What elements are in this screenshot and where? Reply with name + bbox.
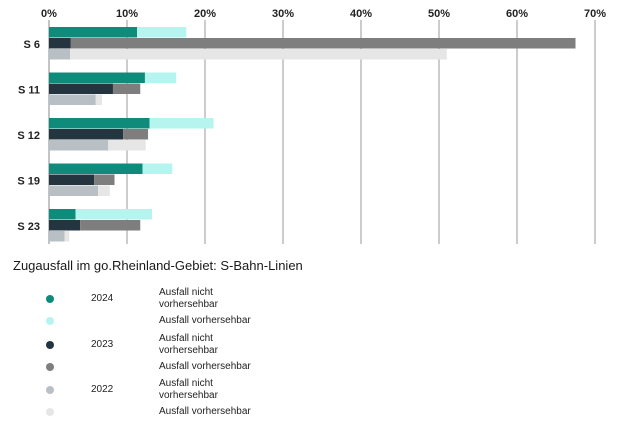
chart-area: 0% 10% 20% 30% 40% 50% 60% 70% S 6 S 11 S 12 S 19 S … [17,8,606,244]
legend-swatch [46,363,54,371]
x-tick-label: 10% [116,8,138,20]
legend-year: 2024 [91,293,114,304]
bar-2022-vorhersehbar [70,49,447,60]
x-tick-label: 70% [584,8,606,20]
bar-2023-vorhersehbar [123,129,149,140]
x-tick-label: 60% [506,8,528,20]
bar-2022-vorhersehbar [108,140,146,151]
bar-2024-vorhersehbar [75,209,152,220]
bar-2023-nicht-vorhersehbar [49,129,124,140]
bar-2023-nicht-vorhersehbar [49,83,113,94]
legend-swatch [46,408,54,416]
category-label: S 11 [18,84,40,96]
bar-2024-vorhersehbar [149,118,214,129]
category-label: S 12 [17,130,40,142]
bar-2022-nicht-vorhersehbar [49,94,96,105]
legend-swatch [46,295,54,303]
category-label: S 6 [23,39,40,51]
chart-title: Zugausfall im go.Rheinland-Gebiet: S-Bah… [13,258,303,273]
x-tick-label: 40% [350,8,372,20]
legend-label: Ausfall nicht vorhersehbar [159,287,218,310]
bar-2023-vorhersehbar [94,174,115,185]
category-label: S 19 [17,175,40,187]
bar-2024-nicht-vorhersehbar [49,209,76,220]
legend-swatch [46,317,54,325]
x-tick-label: 30% [272,8,294,20]
bar-2022-nicht-vorhersehbar [49,185,99,196]
legend-swatch [46,341,54,349]
bar-2024-vorhersehbar [142,163,173,174]
bar-2022-vorhersehbar [95,94,103,105]
bar-2022-vorhersehbar [98,185,110,196]
category-label: S 23 [17,221,40,233]
legend-year: 2022 [91,384,114,395]
legend-label: Ausfall vorhersehbar [159,361,251,372]
bar-2023-nicht-vorhersehbar [49,38,71,49]
bar-2022-nicht-vorhersehbar [49,231,65,242]
x-tick-label: 50% [428,8,450,20]
legend-label: Ausfall nicht vorhersehbar [159,333,218,356]
bar-2023-vorhersehbar [80,220,141,231]
bar-2024-nicht-vorhersehbar [49,163,143,174]
bar-2023-vorhersehbar [70,38,576,49]
bar-2024-nicht-vorhersehbar [49,72,145,83]
bar-2022-nicht-vorhersehbar [49,140,109,151]
legend-label: Ausfall vorhersehbar [159,315,251,326]
bar-2024-vorhersehbar [137,27,187,38]
legend-year: 2023 [91,339,114,350]
x-tick-label: 0% [41,8,57,20]
bar-2023-vorhersehbar [112,83,141,94]
bar-2022-nicht-vorhersehbar [49,49,71,60]
legend-label: Ausfall vorhersehbar [159,406,251,417]
x-tick-label: 20% [194,8,216,20]
bar-2024-nicht-vorhersehbar [49,118,150,129]
bar-2024-nicht-vorhersehbar [49,27,138,38]
legend-label: Ausfall nicht vorhersehbar [159,378,218,401]
legend-swatch [46,386,54,394]
bar-2023-nicht-vorhersehbar [49,174,95,185]
bar-2023-nicht-vorhersehbar [49,220,81,231]
bar-2024-vorhersehbar [144,72,177,83]
bar-2022-vorhersehbar [64,231,70,242]
